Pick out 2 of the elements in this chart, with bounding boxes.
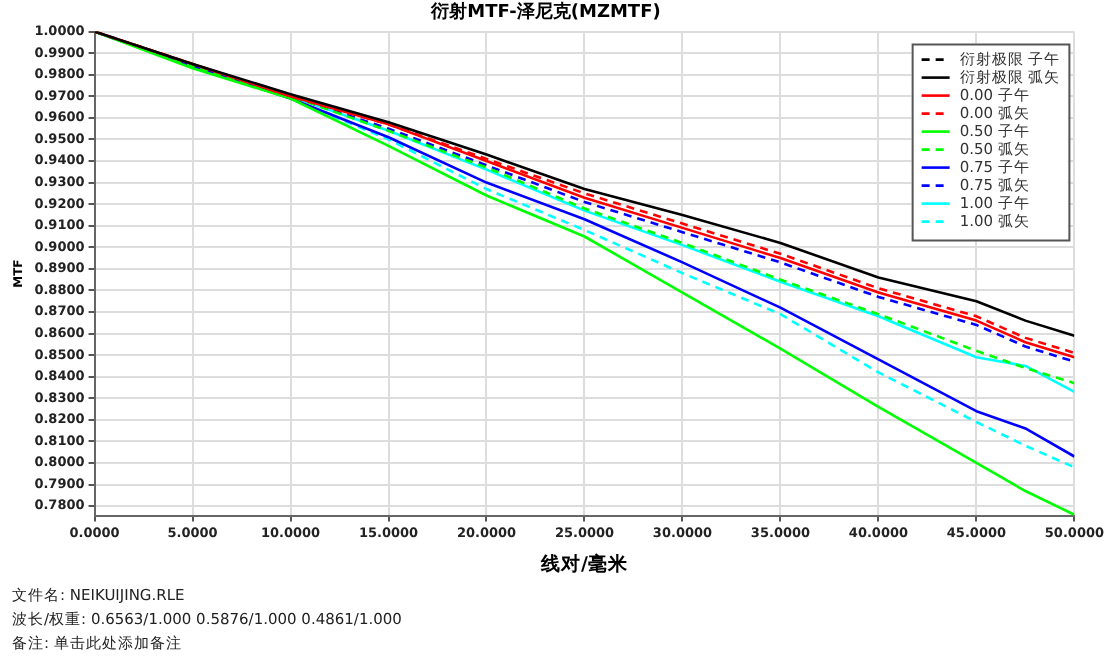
x-axis-title: 线对/毫米: [539, 551, 630, 576]
chart-title: 衍射MTF-泽尼克(MZMTF): [429, 1, 661, 24]
